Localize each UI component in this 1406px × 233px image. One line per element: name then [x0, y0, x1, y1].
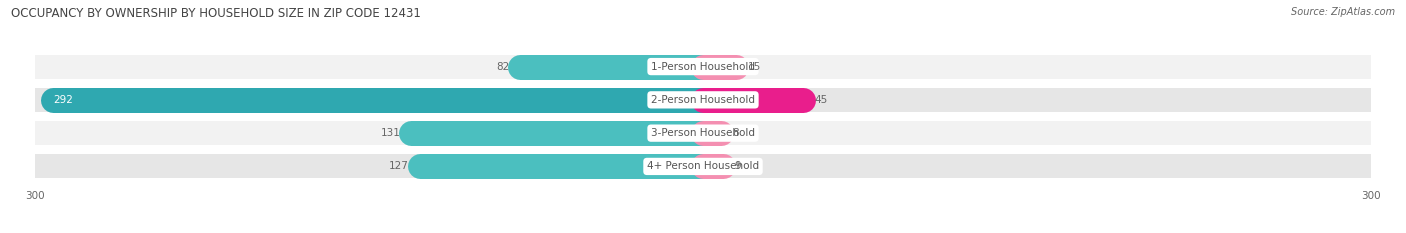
Bar	[35, 55, 1371, 79]
Text: 3-Person Household: 3-Person Household	[651, 128, 755, 138]
Text: 4+ Person Household: 4+ Person Household	[647, 161, 759, 171]
Text: 9: 9	[734, 161, 741, 171]
Text: 1-Person Household: 1-Person Household	[651, 62, 755, 72]
Text: 45: 45	[814, 95, 828, 105]
Text: OCCUPANCY BY OWNERSHIP BY HOUSEHOLD SIZE IN ZIP CODE 12431: OCCUPANCY BY OWNERSHIP BY HOUSEHOLD SIZE…	[11, 7, 422, 20]
Text: 127: 127	[389, 161, 409, 171]
Text: 2-Person Household: 2-Person Household	[651, 95, 755, 105]
Text: 8: 8	[733, 128, 738, 138]
Bar	[35, 88, 1371, 112]
Bar	[35, 154, 1371, 178]
Text: 131: 131	[381, 128, 401, 138]
Bar	[35, 121, 1371, 145]
Text: 292: 292	[53, 95, 73, 105]
Text: 15: 15	[748, 62, 761, 72]
Text: 82: 82	[496, 62, 509, 72]
Text: Source: ZipAtlas.com: Source: ZipAtlas.com	[1291, 7, 1395, 17]
